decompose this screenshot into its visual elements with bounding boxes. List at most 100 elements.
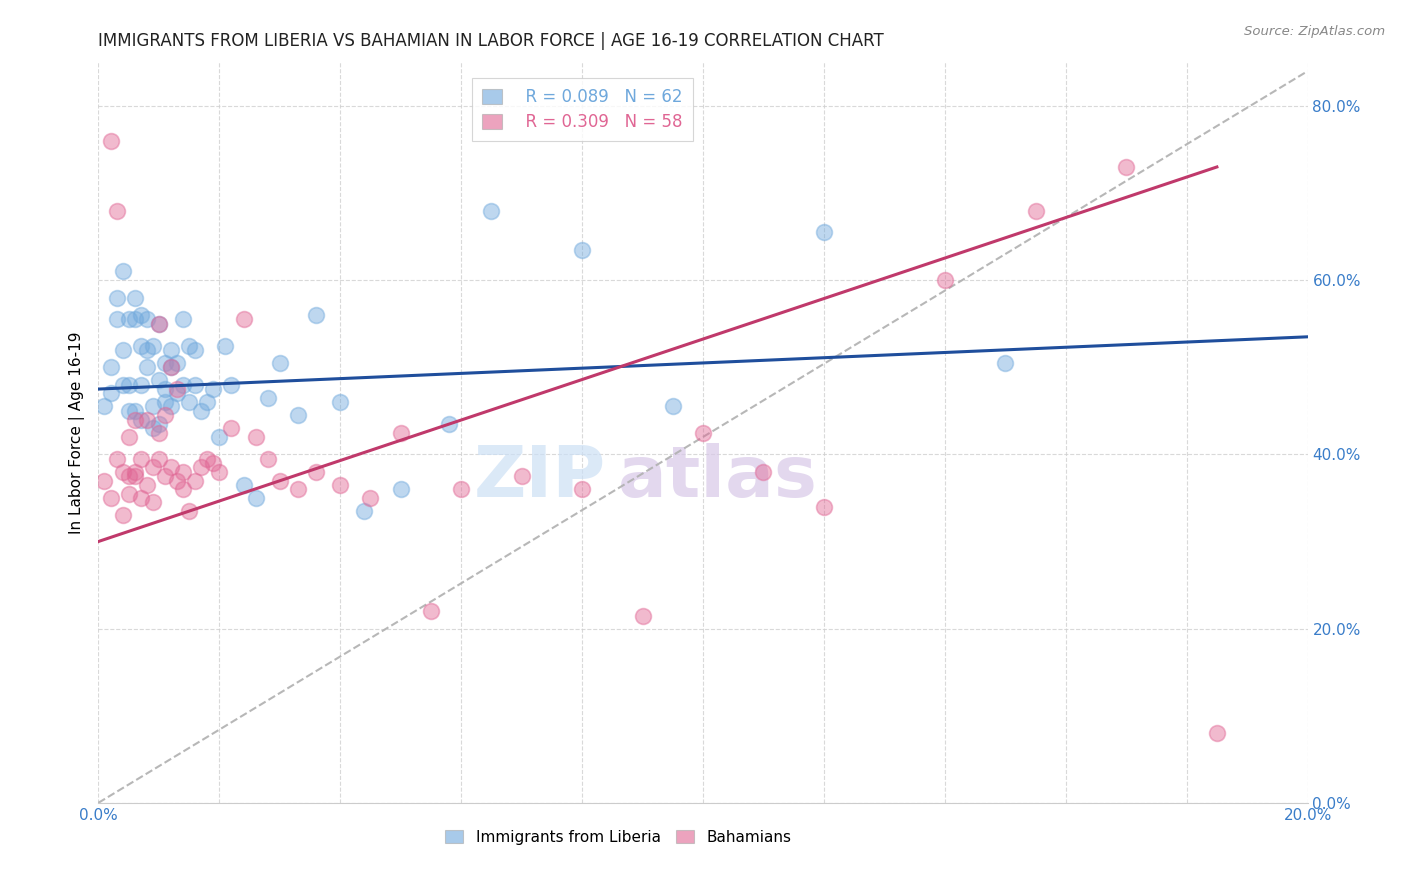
Point bbox=[129, 412, 152, 426]
Point bbox=[153, 356, 176, 370]
Point bbox=[100, 386, 122, 401]
Point bbox=[148, 417, 170, 431]
Point bbox=[135, 478, 157, 492]
Point bbox=[105, 451, 128, 466]
Point bbox=[129, 491, 152, 505]
Point bbox=[142, 460, 165, 475]
Point bbox=[135, 312, 157, 326]
Point bbox=[1206, 726, 1229, 740]
Point bbox=[256, 451, 278, 466]
Point bbox=[93, 400, 115, 414]
Point bbox=[105, 203, 128, 218]
Point bbox=[111, 377, 134, 392]
Point bbox=[813, 225, 835, 239]
Point bbox=[179, 338, 201, 352]
Point bbox=[389, 425, 412, 440]
Point bbox=[172, 482, 194, 496]
Point bbox=[195, 451, 218, 466]
Point bbox=[160, 400, 183, 414]
Point bbox=[148, 373, 170, 387]
Point bbox=[481, 203, 503, 218]
Point bbox=[124, 291, 146, 305]
Point bbox=[124, 312, 146, 326]
Text: ZIP: ZIP bbox=[474, 442, 606, 511]
Point bbox=[172, 377, 194, 392]
Point bbox=[994, 356, 1017, 370]
Point bbox=[135, 360, 157, 375]
Point bbox=[195, 395, 218, 409]
Point bbox=[124, 404, 146, 418]
Point bbox=[166, 474, 188, 488]
Point bbox=[93, 474, 115, 488]
Point bbox=[245, 491, 267, 505]
Point bbox=[571, 243, 593, 257]
Point bbox=[179, 504, 201, 518]
Point bbox=[100, 491, 122, 505]
Point bbox=[118, 377, 141, 392]
Point bbox=[148, 451, 170, 466]
Point bbox=[118, 430, 141, 444]
Point bbox=[510, 469, 533, 483]
Point bbox=[631, 608, 654, 623]
Point bbox=[437, 417, 460, 431]
Point bbox=[179, 395, 201, 409]
Point bbox=[118, 486, 141, 500]
Point bbox=[129, 338, 152, 352]
Point bbox=[129, 451, 152, 466]
Point bbox=[208, 465, 231, 479]
Point bbox=[148, 425, 170, 440]
Point bbox=[124, 412, 146, 426]
Point bbox=[202, 456, 225, 470]
Point bbox=[420, 604, 443, 618]
Point bbox=[148, 317, 170, 331]
Point bbox=[184, 474, 207, 488]
Point bbox=[129, 308, 152, 322]
Point bbox=[269, 474, 291, 488]
Point bbox=[129, 377, 152, 392]
Point bbox=[153, 382, 176, 396]
Point bbox=[142, 400, 165, 414]
Point bbox=[160, 343, 183, 357]
Point bbox=[105, 312, 128, 326]
Point bbox=[135, 412, 157, 426]
Point bbox=[752, 465, 775, 479]
Point bbox=[118, 312, 141, 326]
Point bbox=[166, 382, 188, 396]
Text: Source: ZipAtlas.com: Source: ZipAtlas.com bbox=[1244, 25, 1385, 38]
Point bbox=[287, 482, 309, 496]
Point bbox=[245, 430, 267, 444]
Point bbox=[353, 504, 375, 518]
Point bbox=[450, 482, 472, 496]
Point bbox=[153, 408, 176, 422]
Text: IMMIGRANTS FROM LIBERIA VS BAHAMIAN IN LABOR FORCE | AGE 16-19 CORRELATION CHART: IMMIGRANTS FROM LIBERIA VS BAHAMIAN IN L… bbox=[98, 32, 884, 50]
Point bbox=[142, 421, 165, 435]
Point bbox=[142, 495, 165, 509]
Point bbox=[111, 343, 134, 357]
Point bbox=[269, 356, 291, 370]
Point bbox=[1024, 203, 1046, 218]
Point bbox=[360, 491, 382, 505]
Point bbox=[160, 360, 183, 375]
Point bbox=[692, 425, 714, 440]
Point bbox=[190, 404, 212, 418]
Point bbox=[256, 391, 278, 405]
Point bbox=[305, 308, 328, 322]
Point bbox=[287, 408, 309, 422]
Point bbox=[934, 273, 956, 287]
Point bbox=[153, 395, 176, 409]
Point bbox=[111, 264, 134, 278]
Point bbox=[184, 377, 207, 392]
Point bbox=[172, 312, 194, 326]
Point bbox=[148, 317, 170, 331]
Point bbox=[329, 478, 352, 492]
Point bbox=[1115, 160, 1137, 174]
Point bbox=[166, 386, 188, 401]
Point bbox=[221, 377, 243, 392]
Point bbox=[190, 460, 212, 475]
Point bbox=[118, 469, 141, 483]
Y-axis label: In Labor Force | Age 16-19: In Labor Force | Age 16-19 bbox=[69, 331, 84, 534]
Point bbox=[329, 395, 352, 409]
Point bbox=[100, 360, 122, 375]
Legend: Immigrants from Liberia, Bahamians: Immigrants from Liberia, Bahamians bbox=[439, 823, 797, 851]
Point bbox=[166, 356, 188, 370]
